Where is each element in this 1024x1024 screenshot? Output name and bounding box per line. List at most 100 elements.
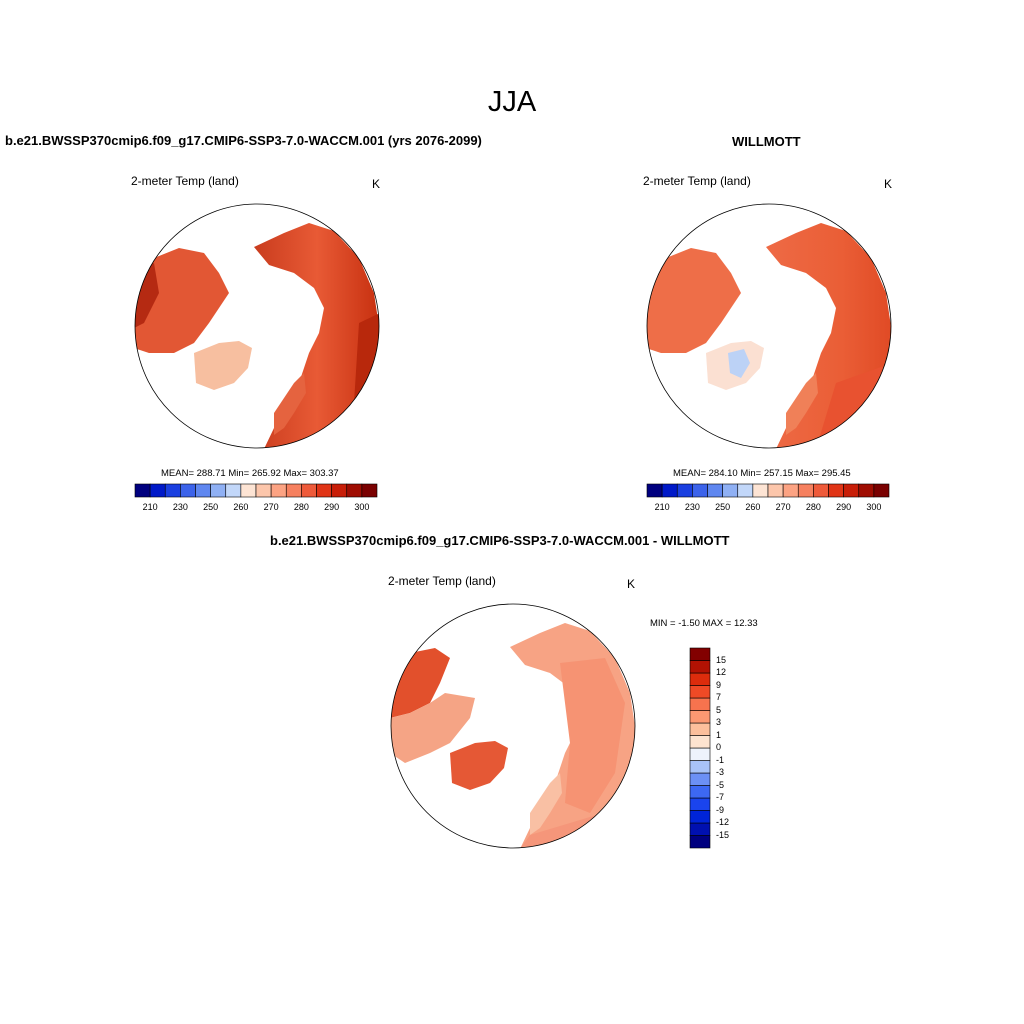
diff-colorbar bbox=[689, 647, 711, 849]
diff-colorbar-tick-label: -5 bbox=[716, 779, 725, 790]
obs-colorbar-box bbox=[828, 483, 844, 498]
diff-colorbar-box bbox=[689, 772, 711, 786]
obs-colorbar-box bbox=[797, 483, 814, 498]
obs-colorbar-box bbox=[707, 483, 723, 498]
diff-colorbar-tick-label: -15 bbox=[716, 829, 730, 840]
model-colorbar-tick-label: 250 bbox=[203, 502, 219, 512]
diff-colorbar-box bbox=[689, 835, 711, 849]
diff-units-label: K bbox=[627, 577, 636, 591]
diff-polar-map bbox=[390, 603, 636, 849]
diff-colorbar-box bbox=[689, 647, 711, 661]
model-colorbar-box bbox=[346, 483, 363, 498]
obs-colorbar-tick-label: 290 bbox=[836, 502, 852, 512]
obs-colorbar-box bbox=[843, 483, 860, 498]
model-colorbar-tick-label: 270 bbox=[263, 502, 279, 512]
diff-colorbar-tick-label: -9 bbox=[716, 804, 725, 815]
obs-colorbar bbox=[646, 483, 890, 498]
model-polar-map bbox=[134, 203, 380, 449]
diff-colorbar-box bbox=[689, 722, 711, 736]
obs-polar-map bbox=[646, 203, 892, 449]
diff-colorbar-tick-label: 9 bbox=[716, 679, 722, 690]
obs-colorbar-box bbox=[873, 483, 890, 498]
diff-colorbar-box bbox=[689, 760, 711, 774]
model-colorbar-tick-label: 290 bbox=[324, 502, 340, 512]
obs-colorbar-box bbox=[646, 483, 663, 498]
model-colorbar-box bbox=[225, 483, 242, 498]
diff-colorbar-ticks: 15 12 9 7 5 3 1 0 -1 -3 -5 -7 -9 -12 -15 bbox=[716, 648, 756, 848]
diff-colorbar-box bbox=[689, 660, 711, 674]
model-colorbar-box bbox=[361, 483, 378, 498]
model-colorbar-ticks: 210 230 250 260 270 280 290 300 bbox=[135, 502, 377, 514]
obs-colorbar-box bbox=[752, 483, 769, 498]
diff-colorbar-tick-label: 5 bbox=[716, 704, 722, 715]
diff-colorbar-box bbox=[689, 685, 711, 699]
diff-colorbar-tick-label: 1 bbox=[716, 729, 722, 740]
model-colorbar-box bbox=[164, 483, 181, 498]
obs-colorbar-tick-label: 280 bbox=[805, 502, 821, 512]
obs-panel-title: WILLMOTT bbox=[732, 134, 801, 149]
obs-colorbar-box bbox=[676, 483, 693, 498]
model-colorbar-box bbox=[240, 483, 257, 498]
obs-colorbar-tick-label: 300 bbox=[866, 502, 882, 512]
obs-variable-label: 2-meter Temp (land) bbox=[643, 174, 751, 188]
model-colorbar-box bbox=[134, 483, 151, 498]
diff-panel-title: b.e21.BWSSP370cmip6.f09_g17.CMIP6-SSP3-7… bbox=[270, 533, 730, 548]
obs-colorbar-tick-label: 250 bbox=[715, 502, 731, 512]
diff-colorbar-box bbox=[689, 785, 711, 799]
diff-variable-label: 2-meter Temp (land) bbox=[388, 574, 496, 588]
obs-colorbar-box bbox=[737, 483, 754, 498]
diff-colorbar-box bbox=[689, 672, 711, 686]
diff-colorbar-box bbox=[689, 747, 711, 761]
obs-colorbar-tick-label: 230 bbox=[684, 502, 700, 512]
obs-colorbar-box bbox=[782, 483, 799, 498]
diff-colorbar-box bbox=[689, 810, 711, 824]
obs-colorbar-tick-label: 270 bbox=[775, 502, 791, 512]
model-colorbar-tick-label: 260 bbox=[233, 502, 249, 512]
model-colorbar-box bbox=[316, 483, 332, 498]
obs-stats-text: MEAN= 284.10 Min= 257.15 Max= 295.45 bbox=[673, 468, 851, 479]
obs-colorbar-box bbox=[692, 483, 708, 498]
diff-colorbar-tick-label: -3 bbox=[716, 767, 725, 777]
diff-colorbar-box bbox=[689, 735, 711, 749]
model-stats-text: MEAN= 288.71 Min= 265.92 Max= 303.37 bbox=[161, 468, 339, 479]
obs-units-label: K bbox=[884, 177, 893, 191]
model-colorbar-box bbox=[331, 483, 348, 498]
obs-colorbar-tick-label: 260 bbox=[745, 502, 761, 512]
model-colorbar-box bbox=[195, 483, 211, 498]
obs-colorbar-box bbox=[661, 483, 678, 498]
diff-colorbar-tick-label: 15 bbox=[716, 654, 727, 665]
model-colorbar-box bbox=[149, 483, 166, 498]
diff-colorbar-box bbox=[689, 822, 711, 836]
obs-colorbar-box bbox=[813, 483, 829, 498]
diff-colorbar-tick-label: 12 bbox=[716, 667, 727, 677]
diff-colorbar-tick-label: 7 bbox=[716, 692, 722, 702]
model-colorbar-tick-label: 300 bbox=[354, 502, 370, 512]
diff-stats-text: MIN = -1.50 MAX = 12.33 bbox=[650, 618, 758, 629]
diff-colorbar-tick-label: -12 bbox=[716, 817, 730, 827]
obs-colorbar-box bbox=[858, 483, 875, 498]
diff-colorbar-tick-label: 0 bbox=[716, 742, 722, 752]
model-colorbar-tick-label: 210 bbox=[142, 502, 158, 512]
model-colorbar-box bbox=[301, 483, 317, 498]
model-colorbar-tick-label: 280 bbox=[293, 502, 309, 512]
model-units-label: K bbox=[372, 177, 381, 191]
model-colorbar bbox=[134, 483, 378, 498]
figure-title: JJA bbox=[487, 86, 537, 118]
diff-colorbar-tick-label: -1 bbox=[716, 754, 725, 765]
obs-colorbar-box bbox=[767, 483, 784, 498]
model-colorbar-box bbox=[180, 483, 196, 498]
obs-colorbar-tick-label: 210 bbox=[654, 502, 670, 512]
diff-colorbar-box bbox=[689, 710, 711, 724]
model-colorbar-box bbox=[210, 483, 227, 498]
obs-colorbar-box bbox=[722, 483, 739, 498]
diff-colorbar-tick-label: -7 bbox=[716, 792, 725, 802]
model-panel-title: b.e21.BWSSP370cmip6.f09_g17.CMIP6-SSP3-7… bbox=[5, 133, 482, 148]
model-colorbar-box bbox=[270, 483, 287, 498]
model-colorbar-box bbox=[285, 483, 302, 498]
obs-colorbar-ticks: 210 230 250 260 270 280 290 300 bbox=[647, 502, 889, 514]
diff-colorbar-tick-label: 3 bbox=[716, 717, 722, 727]
model-colorbar-tick-label: 230 bbox=[172, 502, 188, 512]
model-colorbar-box bbox=[255, 483, 272, 498]
model-variable-label: 2-meter Temp (land) bbox=[131, 174, 239, 188]
diff-colorbar-box bbox=[689, 697, 711, 711]
